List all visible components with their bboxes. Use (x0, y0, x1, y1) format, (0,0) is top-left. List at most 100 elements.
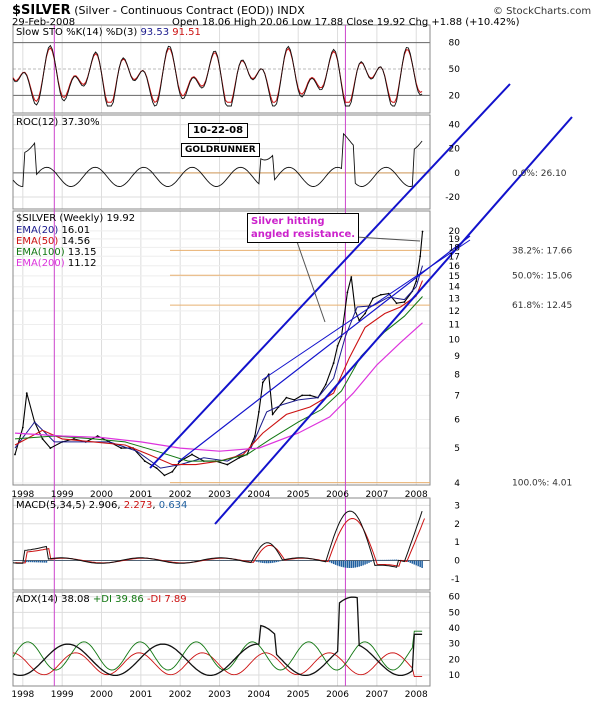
fib-label-1: 38.2%: 17.66 (512, 246, 573, 256)
price-point (96, 435, 99, 437)
price-point (403, 301, 406, 303)
ema20-legend: EMA(20) 16.01 (16, 225, 90, 236)
price-point (73, 438, 75, 440)
price-tick: 11 (449, 321, 460, 331)
adx-pdi: +DI 39.86 (92, 594, 144, 605)
macd-line (12, 510, 423, 568)
price-point (336, 344, 339, 347)
series-line-1 (14, 265, 423, 469)
price-point (257, 410, 260, 413)
adx-label: ADX(14) 38.08 +DI 39.86 -DI 7.89 (16, 594, 187, 605)
series-line-4 (14, 322, 423, 452)
adx-tick: 10 (449, 671, 461, 681)
ema200-value: 11.12 (67, 258, 97, 269)
fib-label-2: 50.0%: 15.06 (512, 271, 573, 281)
price-point (191, 453, 193, 456)
adx-line (12, 596, 423, 677)
ema50-name: EMA(50) (16, 236, 59, 247)
price-label: $SILVER (Weekly) 19.92 (16, 213, 135, 224)
price-tick: 6 (454, 415, 460, 425)
panel-frame-0 (12, 24, 431, 114)
ema100-name: EMA(100) (16, 247, 65, 258)
macd-label: MACD(5,34,5) 2.906, 2.273, 0.634 (16, 500, 188, 511)
macd-value-3: 0.634 (158, 500, 188, 511)
instrument-name: (Silver - Continuous Contract (EOD)) (74, 4, 274, 17)
resistance-fan-line (261, 239, 471, 381)
adx-tick: 20 (449, 655, 461, 665)
roc-tick: 0 (454, 169, 460, 179)
x-tick-label-bottom: 2006 (326, 690, 349, 700)
x-tick-label: 2007 (365, 490, 388, 500)
roc-label: ROC(12) 37.30% (16, 117, 100, 128)
indicator-lines (12, 44, 425, 678)
sto-tick: 20 (449, 91, 461, 101)
logo: © StockCharts.com (493, 6, 592, 17)
price-point (346, 291, 349, 294)
price-tick: 4 (454, 479, 460, 489)
price-point (309, 394, 311, 397)
x-tick-label: 1998 (11, 490, 34, 500)
x-tick-label-bottom: 2004 (247, 690, 270, 700)
price-point (261, 381, 264, 384)
x-tick-label: 1999 (51, 490, 74, 500)
series-line-2 (14, 280, 424, 466)
price-point (379, 293, 382, 296)
panel-frame-3 (12, 497, 431, 591)
ema20-value: 16.01 (61, 225, 91, 236)
price-point (143, 460, 146, 463)
sto-k-value: 93.53 (140, 27, 170, 38)
ema20-name: EMA(20) (16, 225, 59, 236)
price-point (14, 453, 16, 456)
x-tick-label-bottom: 2007 (365, 690, 388, 700)
price-tick: 17 (449, 252, 460, 262)
symbol: $SILVER (12, 3, 71, 18)
trend-lower-line (214, 116, 573, 525)
note-pointer-1 (294, 235, 326, 323)
roc-name: ROC(12) (16, 117, 59, 128)
x-tick-label-bottom: 1999 (51, 690, 74, 700)
price-value: 19.92 (106, 213, 136, 224)
macd-tick: 1 (454, 538, 460, 548)
ema50-value: 14.56 (61, 236, 91, 247)
adx-minus-di (12, 652, 423, 678)
price-point (271, 413, 274, 416)
x-tick-label-bottom: 2005 (287, 690, 310, 700)
ema200-legend: EMA(200) 11.12 (16, 258, 97, 269)
x-tick-label-bottom: 2003 (208, 690, 231, 700)
price-point (171, 470, 174, 473)
price-tick: 10 (449, 335, 461, 345)
x-tick-label: 2000 (90, 490, 113, 500)
price-point (324, 383, 327, 386)
ohlc-readout: Open 18.06 High 20.06 Low 17.88 Close 19… (172, 17, 520, 28)
trend-upper-line (149, 83, 511, 469)
x-tick-label-bottom: 2008 (405, 690, 428, 700)
roc-tick: 40 (449, 121, 461, 131)
macd-tick: 3 (454, 501, 460, 511)
adx-mdi: -DI 7.89 (146, 594, 187, 605)
price-point (372, 297, 374, 300)
price-point (301, 394, 304, 397)
price-tick: 15 (449, 272, 460, 282)
price-tick: 12 (449, 307, 460, 317)
roc-tick: 20 (449, 145, 461, 155)
x-tick-label: 2002 (169, 490, 192, 500)
x-tick-label: 2006 (326, 490, 349, 500)
adx-tick: 50 (449, 608, 461, 618)
x-tick-label: 2005 (287, 490, 310, 500)
panel-frame-2 (12, 210, 431, 486)
sto-tick: 80 (449, 39, 461, 49)
price-tick: 5 (454, 444, 460, 454)
date-box: 10-22-08 (188, 123, 249, 138)
note-line-2: angled resistance. (251, 229, 356, 240)
exchange: INDX (277, 4, 305, 17)
chart-title: $SILVER (Silver - Continuous Contract (E… (12, 3, 305, 18)
price-tick: 20 (449, 227, 461, 237)
price-tick: 13 (449, 294, 460, 304)
adx-name: ADX(14) 38.08 (16, 594, 90, 605)
sto-name: Slow STO %K(14) %D(3) (16, 27, 138, 38)
price-point (419, 255, 422, 258)
panel-frame-1 (12, 114, 431, 210)
x-tick-label-bottom: 1998 (11, 690, 34, 700)
note-line-1: Silver hitting (251, 216, 325, 227)
price-tick: 14 (449, 283, 461, 293)
